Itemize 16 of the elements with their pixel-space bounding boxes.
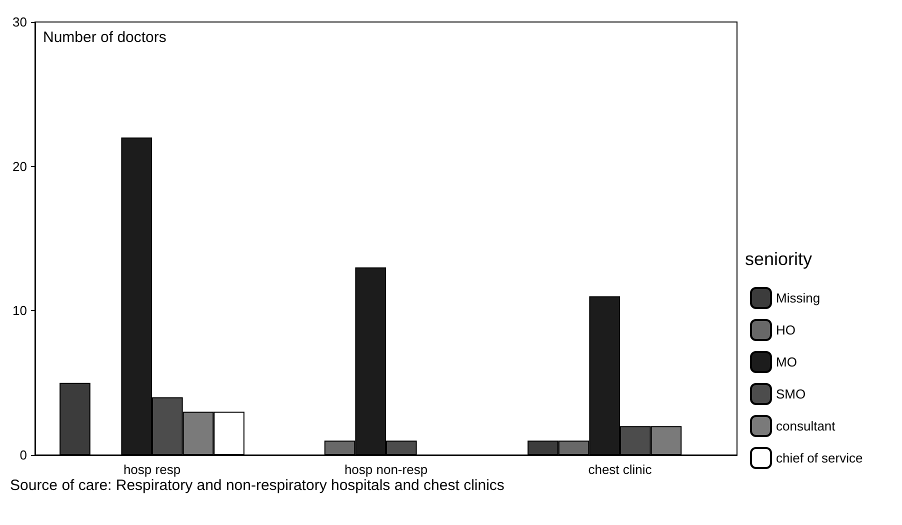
x-axis-title: Source of care: Respiratory and non-respiratory hospitals and chest clinics — [10, 477, 504, 494]
legend-label: chief of service — [776, 450, 863, 466]
y-tick-label: 20 — [12, 158, 27, 174]
y-tick-label: 0 — [20, 448, 27, 462]
legend-label: SMO — [776, 386, 806, 402]
legend-label: consultant — [776, 418, 836, 434]
x-tick-label: chest clinic — [588, 462, 652, 477]
legend-label: HO — [776, 322, 796, 338]
legend-label: Missing — [776, 290, 820, 306]
y-tick-label: 30 — [12, 14, 27, 30]
x-tick-label: hosp resp — [123, 462, 181, 477]
y-tick-label: 10 — [12, 303, 27, 318]
x-tick-label: hosp non-resp — [344, 462, 428, 477]
legend-title: seniority — [745, 249, 812, 269]
y-axis-title: Number of doctors — [43, 29, 166, 46]
legend-label: MO — [776, 354, 797, 370]
